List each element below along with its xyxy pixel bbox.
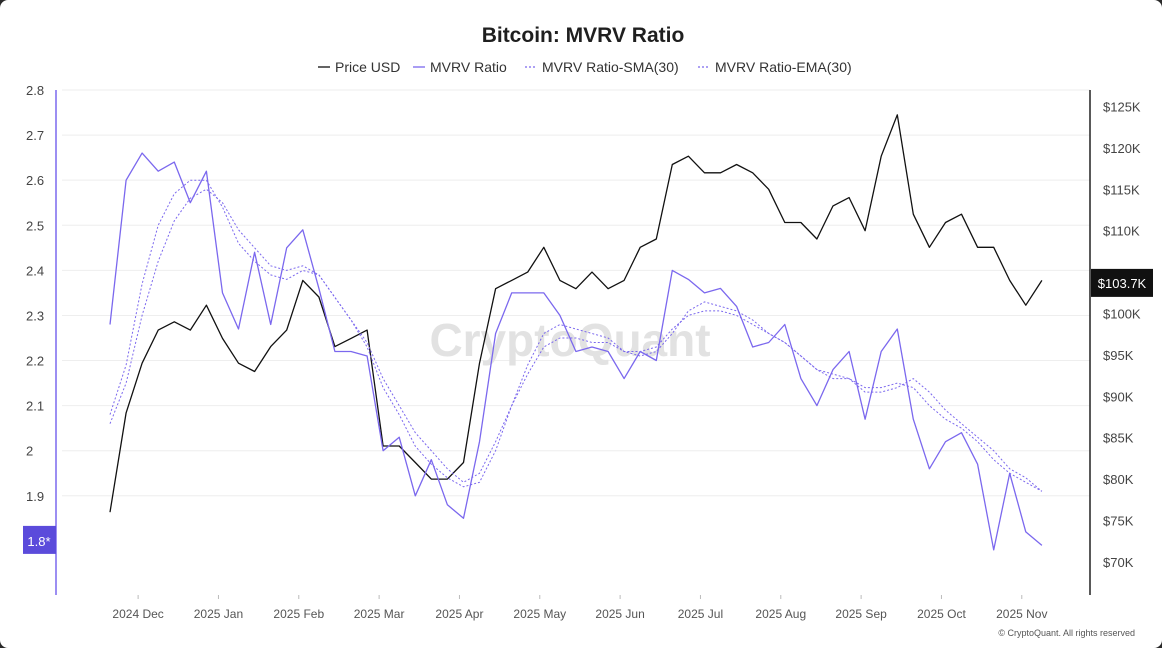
- x-tick-label: 2025 Nov: [996, 607, 1047, 621]
- legend-item-mvrv-ratio-ema-30[interactable]: MVRV Ratio-EMA(30): [698, 59, 852, 75]
- legend[interactable]: Price USD MVRV Ratio MVRV Ratio-SMA(30) MVR…: [318, 59, 852, 75]
- y-right-tick-label: $75K: [1103, 513, 1134, 528]
- legend-item-mvrv-ratio[interactable]: MVRV Ratio: [413, 59, 507, 75]
- x-tick-label: 2025 Jul: [678, 607, 723, 621]
- y-right-tick-label: $120K: [1103, 141, 1141, 156]
- chart-title: Bitcoin: MVRV Ratio: [482, 24, 685, 47]
- y-left-tick-label: 2: [26, 444, 33, 459]
- legend-item-mvrv-ratio-sma-30[interactable]: MVRV Ratio-SMA(30): [525, 59, 679, 75]
- legend-label: Price USD: [335, 59, 400, 75]
- x-tick-label: 2025 Oct: [917, 607, 966, 621]
- x-tick-label: 2025 Aug: [755, 607, 806, 621]
- y-left-tick-label: 2.1: [26, 399, 44, 414]
- x-tick-label: 2025 Mar: [354, 607, 405, 621]
- y-right-tick-label: $115K: [1103, 182, 1140, 197]
- x-tick-label: 2025 May: [513, 607, 566, 621]
- current-mvrv-badge-label: 1.8*: [27, 534, 50, 549]
- y-left-tick-label: 1.9: [26, 489, 44, 504]
- legend-label: MVRV Ratio-EMA(30): [715, 59, 852, 75]
- y-right-tick-label: $70K: [1103, 555, 1134, 570]
- y-left-tick-label: 2.5: [26, 218, 44, 233]
- legend-label: MVRV Ratio: [430, 59, 507, 75]
- y-right-tick-label: $110K: [1103, 224, 1140, 239]
- legend-label: MVRV Ratio-SMA(30): [542, 59, 679, 75]
- watermark: CryptoQuant: [429, 314, 710, 366]
- x-tick-label: 2024 Dec: [112, 607, 163, 621]
- y-right-tick-label: $90K: [1103, 389, 1134, 404]
- series-mvrv-ratio: [110, 153, 1042, 550]
- y-left-tick-label: 2.7: [26, 128, 44, 143]
- chart-card: CryptoQuant 2.8 2.7 2.6 2.5 2.4 2.3 2.2 2.1 2 1.9…: [0, 0, 1162, 648]
- y-left-tick-label: 2.8: [26, 83, 44, 98]
- x-tick-label: 2025 Jan: [194, 607, 243, 621]
- copyright-text: © CryptoQuant. All rights reserved: [998, 628, 1135, 638]
- y-right-tick-label: $100K: [1103, 307, 1141, 322]
- mvrv-chart: CryptoQuant 2.8 2.7 2.6 2.5 2.4 2.3 2.2 2.1 2 1.9…: [0, 0, 1162, 648]
- x-tick-label: 2025 Sep: [835, 607, 887, 621]
- y-right-tick-label: $85K: [1103, 431, 1134, 446]
- y-right-tick-label: $125K: [1103, 100, 1141, 115]
- x-tick-label: 2025 Feb: [273, 607, 324, 621]
- x-tick-label: 2025 Apr: [435, 607, 483, 621]
- legend-item-price-usd[interactable]: Price USD: [318, 59, 400, 75]
- y-left-tick-label: 2.4: [26, 263, 44, 278]
- y-left-tick-label: 2.6: [26, 173, 44, 188]
- current-price-badge-label: $103.7K: [1098, 276, 1147, 291]
- y-right-tick-label: $95K: [1103, 348, 1134, 363]
- y-left-tick-label: 2.2: [26, 354, 44, 369]
- x-tick-label: 2025 Jun: [595, 607, 644, 621]
- grid: [62, 90, 1090, 496]
- y-left-tick-label: 2.3: [26, 308, 44, 323]
- y-right-tick-label: $80K: [1103, 472, 1134, 487]
